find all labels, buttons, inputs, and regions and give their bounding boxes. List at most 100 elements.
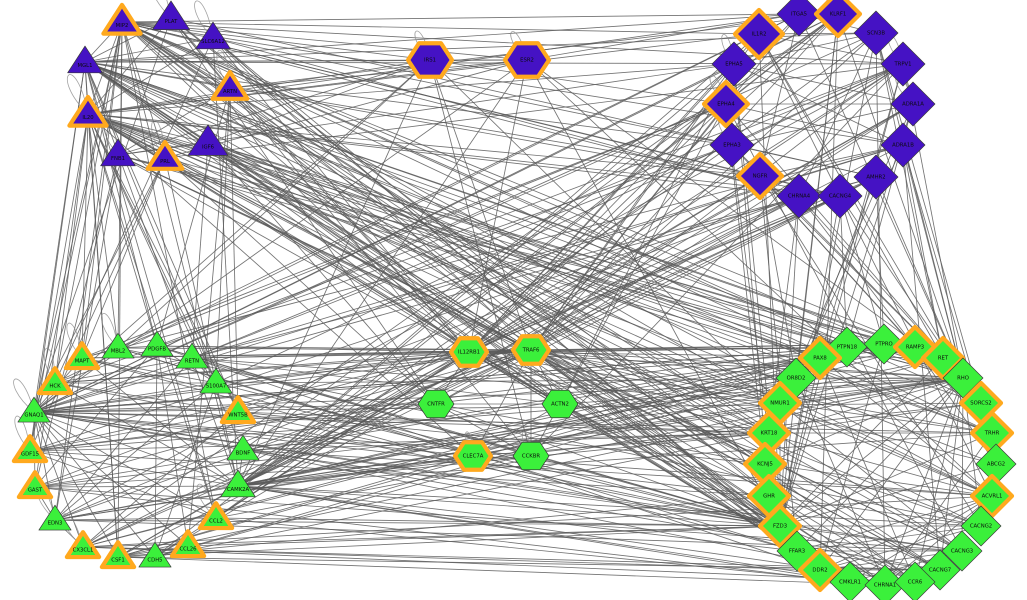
node-clec7a[interactable]: CLEC7A <box>452 440 494 472</box>
triangle-node-shape[interactable] <box>187 124 229 156</box>
triangle-node-shape[interactable] <box>17 396 51 423</box>
edge <box>84 61 848 348</box>
diamond-node-shape[interactable] <box>776 0 822 37</box>
edge <box>121 21 963 552</box>
diamond-node-shape[interactable] <box>701 79 751 129</box>
triangle-node-shape[interactable] <box>101 2 143 36</box>
diamond-node-shape[interactable] <box>735 151 785 201</box>
triangle-node-shape[interactable] <box>197 501 235 531</box>
triangle-node-shape[interactable] <box>63 341 101 371</box>
diamond-node-shape[interactable] <box>960 505 1002 547</box>
edge <box>87 21 123 115</box>
triangle-node-shape[interactable] <box>199 367 233 394</box>
triangle-node-shape[interactable] <box>175 342 209 369</box>
triangle-node-shape[interactable] <box>210 69 250 101</box>
edge <box>759 175 982 527</box>
edge <box>29 351 470 452</box>
node-traf6[interactable]: TRAF6 <box>510 334 552 366</box>
hexagon-node-shape[interactable] <box>417 389 455 419</box>
triangle-node-shape[interactable] <box>16 470 54 500</box>
node-irs1[interactable]: IRS1 <box>405 41 455 79</box>
hexagon-node-shape[interactable] <box>541 389 579 419</box>
triangle-node-shape[interactable] <box>219 395 257 425</box>
triangle-node-shape[interactable] <box>101 332 135 359</box>
node-mapt[interactable]: MAPT <box>63 341 101 371</box>
edge <box>215 32 877 519</box>
diamond-node-shape[interactable] <box>894 561 936 600</box>
diamond-node-shape[interactable] <box>732 7 786 61</box>
hexagon-node-shape[interactable] <box>405 41 455 79</box>
diamond-node-shape[interactable] <box>863 323 905 365</box>
diamond-node-shape[interactable] <box>776 173 822 219</box>
node-esr2[interactable]: ESR2 <box>502 41 552 79</box>
triangle-node-shape[interactable] <box>11 434 49 464</box>
hexagon-node-shape[interactable] <box>448 336 490 368</box>
node-plat[interactable]: PLAT <box>152 0 190 30</box>
edge <box>87 63 735 115</box>
node-adra1b[interactable]: ADRA1B <box>880 122 926 168</box>
diamond-node-shape[interactable] <box>813 0 863 39</box>
triangle-node-shape[interactable] <box>67 94 109 128</box>
self-loop-edge <box>14 415 31 452</box>
diamond-node-shape[interactable] <box>890 81 936 127</box>
edge <box>84 61 532 351</box>
triangle-node-shape[interactable] <box>152 0 190 30</box>
diamond-node-shape[interactable] <box>969 473 1015 519</box>
triangle-node-shape[interactable] <box>138 541 172 568</box>
hexagon-node-shape[interactable] <box>512 441 550 471</box>
edge <box>54 357 193 384</box>
node-cacng4[interactable]: CACNG4 <box>817 173 863 219</box>
triangle-node-shape[interactable] <box>226 434 260 461</box>
edge <box>215 63 904 519</box>
diamond-node-shape[interactable] <box>880 41 926 87</box>
triangle-node-shape[interactable] <box>36 366 74 396</box>
edge <box>121 13 800 23</box>
diamond-node-shape[interactable] <box>942 357 984 399</box>
edge <box>768 377 964 434</box>
diamond-node-shape[interactable] <box>797 547 843 593</box>
triangle-node-shape[interactable] <box>195 21 231 50</box>
edge <box>117 59 431 349</box>
diamond-node-shape[interactable] <box>853 154 899 200</box>
edge <box>84 61 964 379</box>
edge <box>117 59 431 156</box>
node-il12rb1[interactable]: IL12RB1 <box>448 336 490 368</box>
diamond-node-shape[interactable] <box>709 122 755 168</box>
triangle-node-shape[interactable] <box>99 540 137 570</box>
node-mip2[interactable]: MIP2 <box>101 2 143 36</box>
edge <box>758 33 841 197</box>
diamond-node-shape[interactable] <box>711 41 757 87</box>
triangle-node-shape[interactable] <box>140 330 174 357</box>
triangle-node-shape[interactable] <box>64 530 102 560</box>
diamond-node-shape[interactable] <box>829 561 871 600</box>
triangle-node-shape[interactable] <box>67 45 103 74</box>
diamond-node-shape[interactable] <box>817 173 863 219</box>
triangle-node-shape[interactable] <box>38 504 72 531</box>
diamond-node-shape[interactable] <box>880 122 926 168</box>
edge <box>796 525 982 552</box>
edge <box>121 21 800 197</box>
edge <box>29 450 239 487</box>
node-amhr2[interactable]: AMHR2 <box>853 154 899 200</box>
hexagon-node-shape[interactable] <box>510 334 552 366</box>
self-loop-edge <box>62 513 84 548</box>
edge <box>117 21 123 558</box>
node-cntfr[interactable]: CNTFR <box>417 389 455 419</box>
edge <box>768 495 982 527</box>
diamond-node-shape[interactable] <box>853 10 899 56</box>
diamond-node-shape[interactable] <box>797 335 843 381</box>
self-loop-edge <box>151 119 166 159</box>
edge <box>54 382 217 521</box>
edge <box>82 546 916 583</box>
diamond-node-shape[interactable] <box>941 530 983 572</box>
hexagon-node-shape[interactable] <box>502 41 552 79</box>
triangle-node-shape[interactable] <box>220 469 256 498</box>
diamond-node-shape[interactable] <box>757 503 803 549</box>
edge <box>207 142 821 359</box>
hexagon-node-shape[interactable] <box>452 440 494 472</box>
triangle-node-shape[interactable] <box>145 139 185 171</box>
triangle-node-shape[interactable] <box>100 138 136 167</box>
triangle-node-shape[interactable] <box>169 529 207 559</box>
